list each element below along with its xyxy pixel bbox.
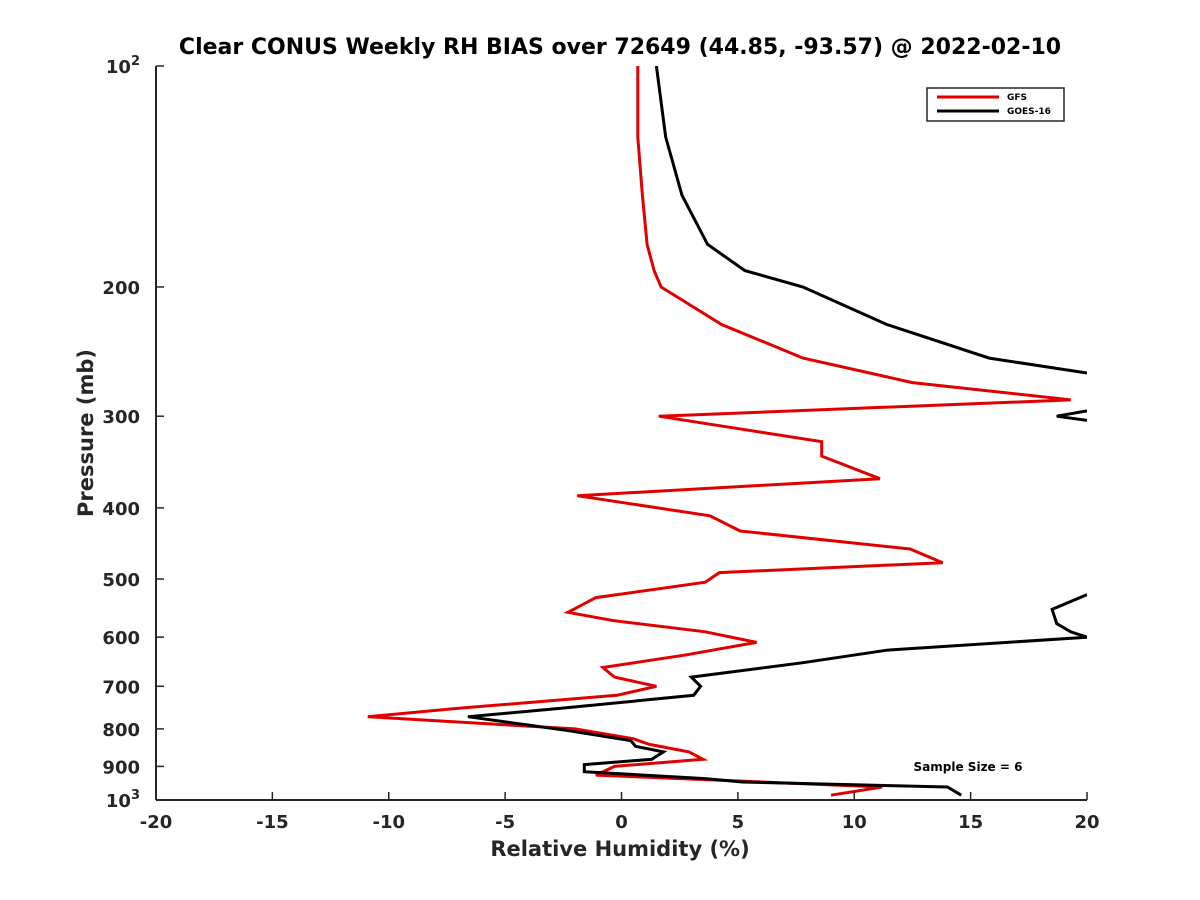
x-axis-label: Relative Humidity (%) [490,837,749,861]
x-tick-label: 5 [732,812,745,833]
series-line-goes-16-3 [467,593,1087,797]
legend-box [926,87,1065,122]
legend-label-goes-16: GOES-16 [1007,107,1051,117]
y-tick-label: 300 [102,407,140,428]
x-tick-label: 15 [958,812,983,833]
y-tick-label: 200 [102,278,140,299]
legend-label-gfs: GFS [1007,93,1027,103]
y-tick-label: 800 [102,720,140,741]
y-tick-label: 600 [102,628,140,649]
y-tick-label: 700 [102,677,140,698]
series-line-gfs [367,66,1071,797]
y-tick-label: 102 [106,54,140,78]
chart-title: Clear CONUS Weekly RH BIAS over 72649 (4… [179,35,1061,60]
x-tick-label: -15 [256,812,289,833]
series-line-goes-16-1 [654,66,1087,375]
series-line-goes-16-2 [1056,409,1087,422]
legend: GFS GOES-16 [926,87,1065,122]
y-tick-label: 500 [102,570,140,591]
x-tick-label: 20 [1074,812,1099,833]
series-lines [367,66,1087,797]
y-tick-label: 900 [102,757,140,778]
plot-area [367,66,1087,797]
x-tick-label: -5 [495,812,515,833]
axes: -20 -15 -10 -5 0 5 10 15 20 102 200 300 400 500 600 700… [102,54,1099,833]
sample-size-annotation: Sample Size = 6 [914,760,1023,774]
x-tick-label: 10 [842,812,867,833]
y-axis-label: Pressure (mb) [74,349,98,517]
y-tick-label: 400 [102,499,140,520]
y-tick-label: 103 [106,788,140,812]
x-tick-label: 0 [615,812,628,833]
x-tick-label: -10 [372,812,405,833]
x-tick-label: -20 [140,812,173,833]
